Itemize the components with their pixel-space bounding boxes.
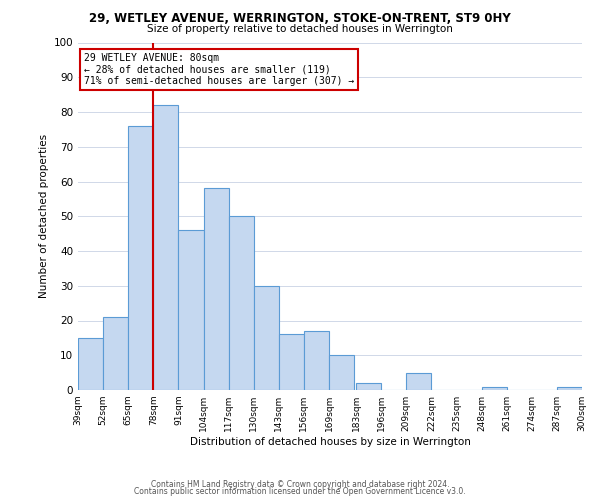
Bar (279, 334, 304, 390)
Bar (178, 230, 203, 390)
Bar (356, 383, 381, 390)
Bar (203, 188, 229, 390)
Text: Contains HM Land Registry data © Crown copyright and database right 2024.: Contains HM Land Registry data © Crown c… (151, 480, 449, 489)
Bar (482, 386, 506, 390)
Bar (406, 372, 431, 390)
X-axis label: Distribution of detached houses by size in Werrington: Distribution of detached houses by size … (190, 437, 470, 447)
Bar (304, 331, 329, 390)
Text: 29 WETLEY AVENUE: 80sqm
← 28% of detached houses are smaller (119)
71% of semi-d: 29 WETLEY AVENUE: 80sqm ← 28% of detache… (84, 53, 354, 86)
Text: Contains public sector information licensed under the Open Government Licence v3: Contains public sector information licen… (134, 488, 466, 496)
Bar (229, 216, 254, 390)
Text: Size of property relative to detached houses in Werrington: Size of property relative to detached ho… (147, 24, 453, 34)
Bar (329, 355, 354, 390)
Bar (254, 286, 279, 390)
Text: 29, WETLEY AVENUE, WERRINGTON, STOKE-ON-TRENT, ST9 0HY: 29, WETLEY AVENUE, WERRINGTON, STOKE-ON-… (89, 12, 511, 26)
Bar (128, 126, 154, 390)
Bar (154, 105, 178, 390)
Y-axis label: Number of detached properties: Number of detached properties (40, 134, 49, 298)
Bar (103, 317, 128, 390)
Bar (78, 338, 103, 390)
Bar (557, 386, 582, 390)
